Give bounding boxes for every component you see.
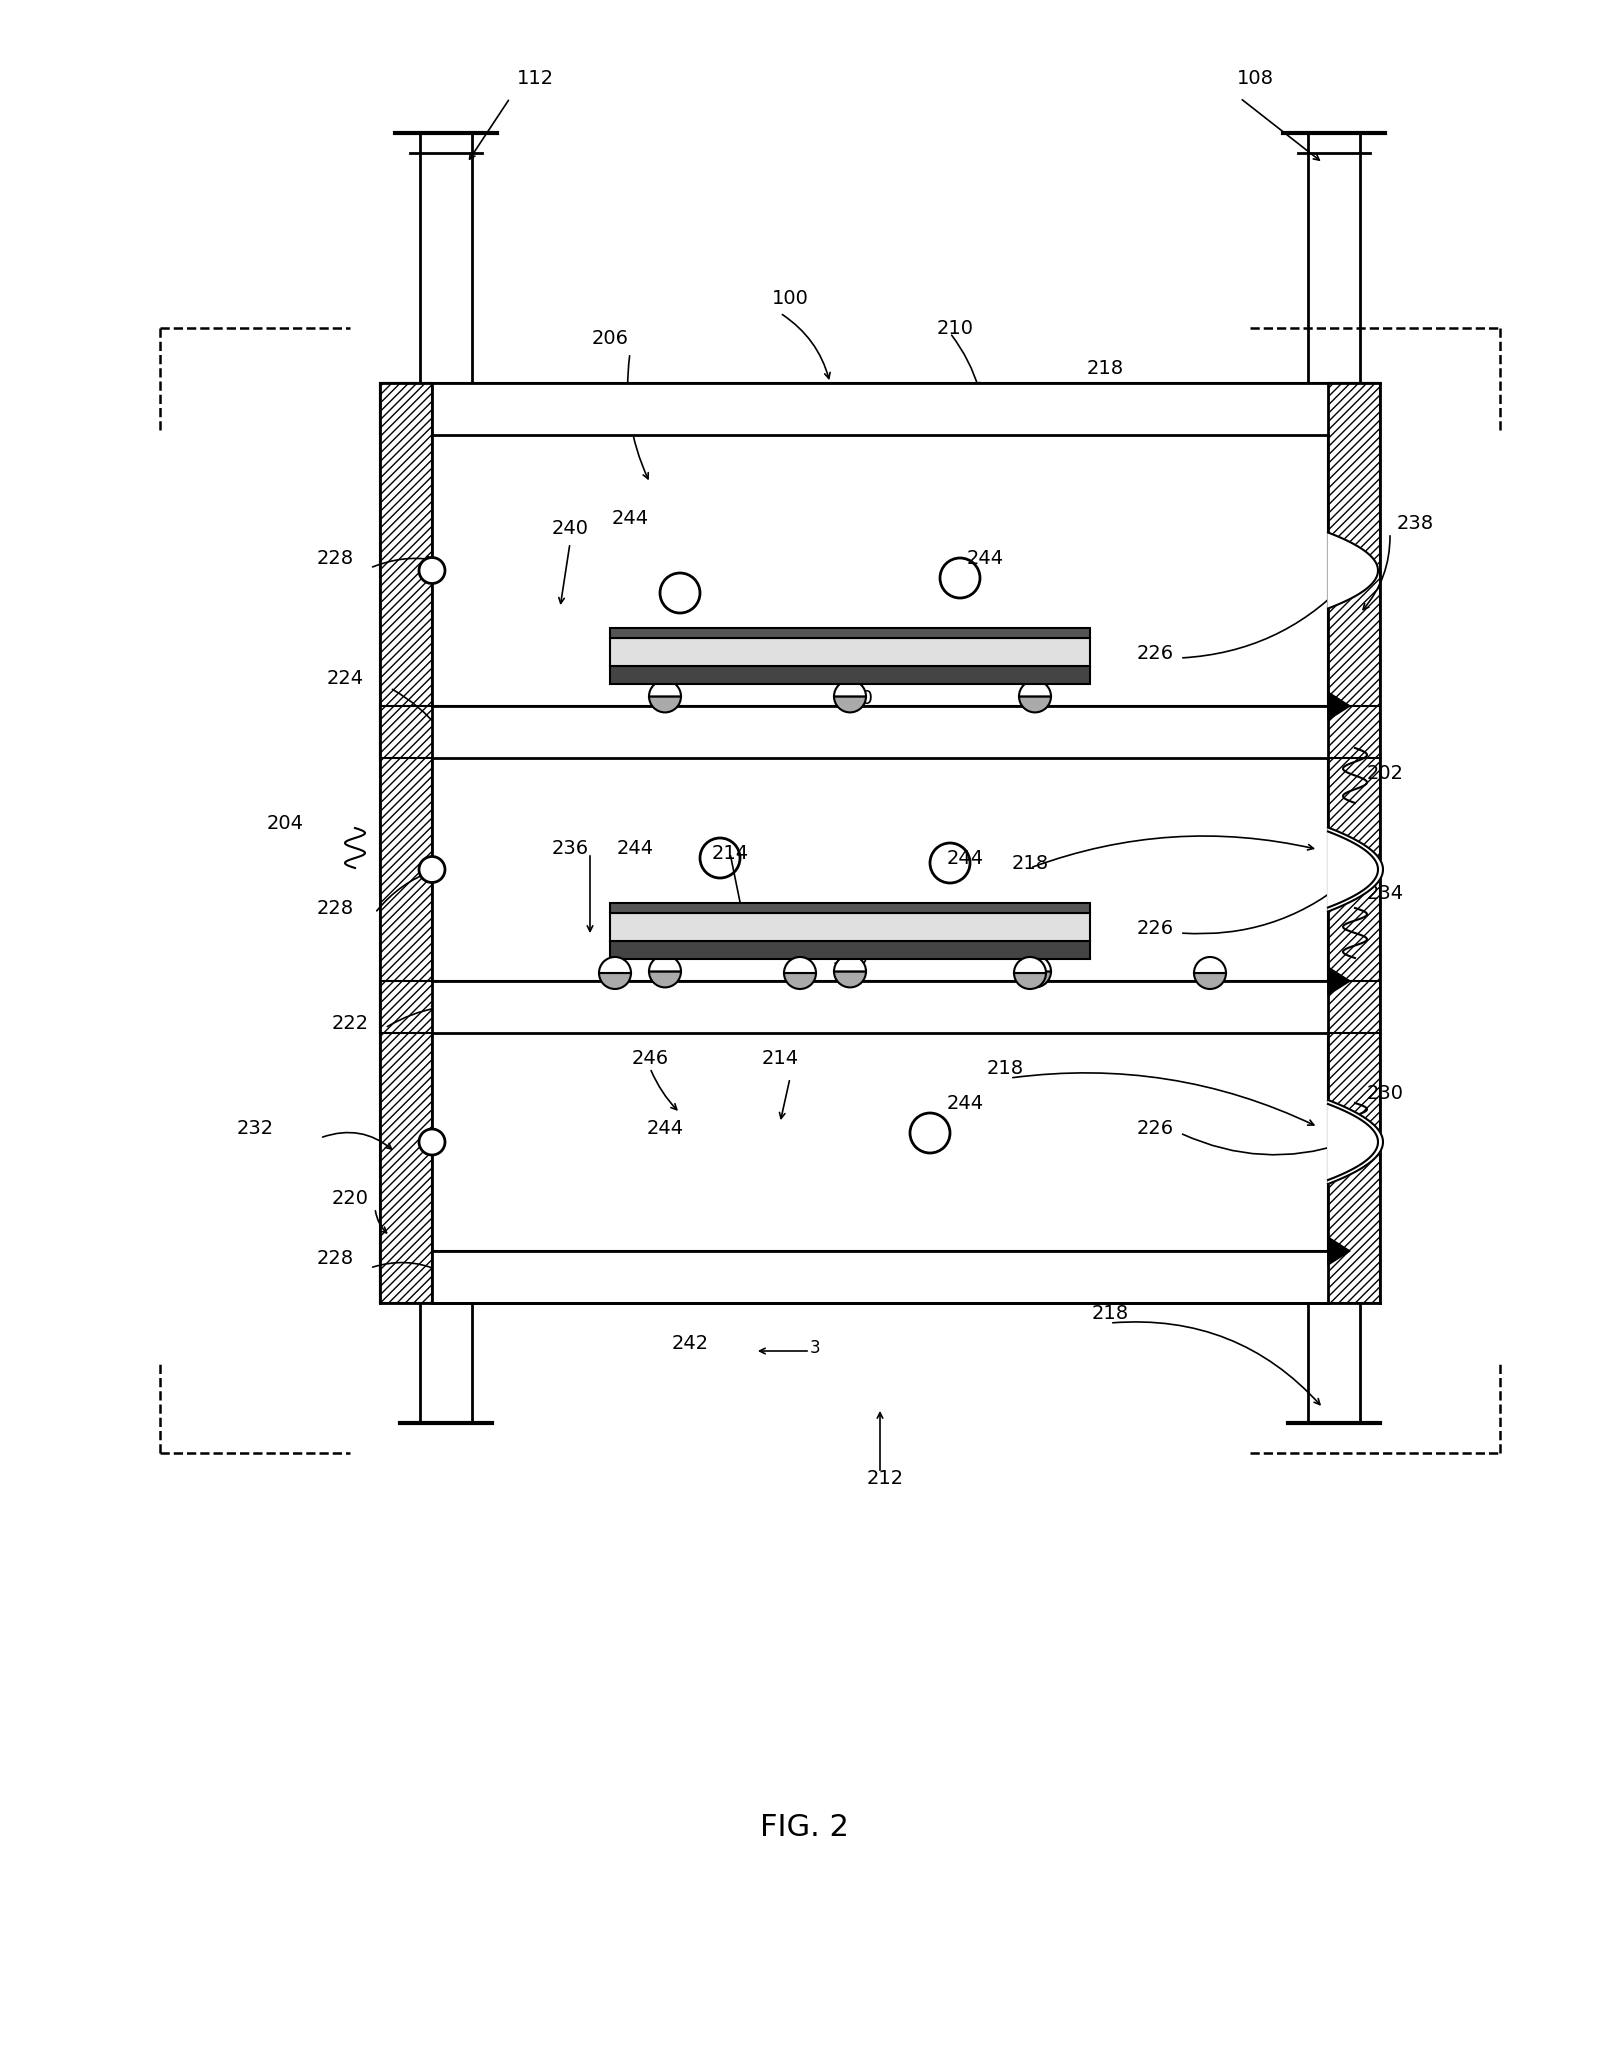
Text: 208: 208 [762,1279,799,1298]
Bar [609,666,1090,683]
Text: 218: 218 [1086,359,1123,378]
Wedge shape [649,697,681,712]
Text: 244: 244 [615,838,652,858]
Text: 100: 100 [771,289,808,307]
Bar [609,941,1090,959]
Polygon shape [1327,691,1350,720]
Text: 110: 110 [836,689,873,708]
Text: 244: 244 [947,848,983,869]
Text: 238: 238 [1395,514,1433,532]
Wedge shape [599,957,630,974]
Circle shape [419,1128,445,1155]
Bar [432,1250,1327,1304]
Wedge shape [1194,957,1225,974]
Polygon shape [1327,1104,1377,1180]
Wedge shape [784,974,815,988]
Bar [609,904,1090,912]
Bar [1327,384,1379,1304]
Wedge shape [649,955,681,972]
Wedge shape [1019,972,1051,988]
Bar [432,706,1327,757]
Bar [379,982,1379,1034]
Polygon shape [1327,1100,1382,1184]
Text: 246: 246 [632,1048,669,1067]
Text: 242: 242 [672,1333,709,1353]
Wedge shape [1014,957,1045,974]
Text: 3: 3 [810,1339,820,1357]
Wedge shape [834,972,866,988]
Text: 218: 218 [1091,1304,1128,1322]
Text: 222: 222 [331,1013,368,1032]
Text: 244: 244 [646,1118,683,1137]
Bar [609,627,1090,637]
Text: 212: 212 [866,1469,903,1487]
Text: 226: 226 [1136,1118,1173,1137]
Text: 244: 244 [611,507,648,528]
Text: 236: 236 [551,838,588,858]
Bar [609,637,1090,666]
Text: 234: 234 [1366,883,1403,902]
Wedge shape [834,681,866,697]
Wedge shape [1014,974,1045,988]
Polygon shape [1327,1238,1350,1265]
Text: 214: 214 [762,1048,799,1067]
Text: 218: 218 [985,1058,1024,1077]
Text: 228: 228 [317,1248,354,1267]
Bar [379,706,1379,757]
Text: FIG. 2: FIG. 2 [759,1813,848,1842]
Text: 206: 206 [591,328,628,347]
Text: 112: 112 [516,68,553,87]
Wedge shape [834,697,866,712]
Text: 108: 108 [1236,68,1273,87]
Text: 232: 232 [236,1118,273,1137]
Text: 210: 210 [935,318,972,338]
Wedge shape [834,955,866,972]
Text: 204: 204 [267,813,304,833]
Circle shape [419,856,445,883]
Text: 228: 228 [317,549,354,567]
Wedge shape [1019,681,1051,697]
Text: 228: 228 [317,899,354,918]
Polygon shape [1327,827,1382,912]
Text: 3: 3 [829,402,840,421]
Wedge shape [649,681,681,697]
Text: 214: 214 [710,844,749,862]
Text: 226: 226 [1136,918,1173,937]
Text: 226: 226 [1136,644,1173,662]
Bar [379,384,432,1304]
Wedge shape [649,972,681,988]
Wedge shape [1019,955,1051,972]
Text: 224: 224 [326,668,363,687]
Wedge shape [599,974,630,988]
Wedge shape [1194,974,1225,988]
Text: 244: 244 [947,1093,983,1112]
Polygon shape [1327,532,1377,609]
Text: 230: 230 [1366,1083,1403,1102]
Polygon shape [1327,968,1350,994]
Text: 110: 110 [831,949,868,968]
Bar [432,384,1327,435]
Wedge shape [1019,697,1051,712]
Text: 218: 218 [1011,854,1048,873]
Text: 244: 244 [966,549,1003,567]
Bar [379,1250,1379,1304]
Wedge shape [784,957,815,974]
Bar [432,982,1327,1034]
Polygon shape [1327,831,1377,908]
Bar [379,384,1379,435]
Circle shape [419,557,445,584]
Text: 220: 220 [331,1188,368,1207]
Text: 202: 202 [1366,763,1403,782]
Text: 240: 240 [551,518,588,538]
Bar [609,912,1090,941]
